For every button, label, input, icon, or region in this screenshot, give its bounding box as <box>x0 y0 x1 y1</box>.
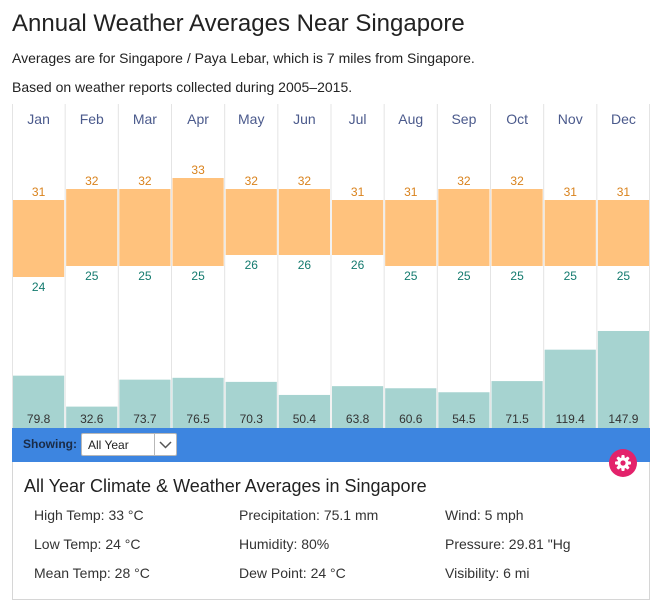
summary-title: All Year Climate & Weather Averages in S… <box>24 476 427 496</box>
period-select[interactable]: All Year <box>81 433 177 456</box>
month-label-may: May <box>238 111 264 127</box>
month-label-nov: Nov <box>558 111 583 127</box>
precip-bar-may <box>225 381 277 428</box>
month-label-jan: Jan <box>27 111 50 127</box>
low-temp-label-oct: 25 <box>510 269 524 283</box>
low-temp-label-mar: 25 <box>138 269 152 283</box>
temp-range-bar-may <box>225 189 277 255</box>
high-temp-label-jan: 31 <box>32 185 46 199</box>
month-label-dec: Dec <box>611 111 636 127</box>
page-title: Annual Weather Averages Near Singapore <box>12 10 465 37</box>
precip-bar-aug <box>385 388 437 428</box>
summary-panel: All Year Climate & Weather Averages in S… <box>12 462 650 600</box>
precip-label-apr: 76.5 <box>186 412 210 426</box>
low-temp-label-jan: 24 <box>32 280 46 294</box>
gear-icon <box>615 455 631 471</box>
low-temp-label-aug: 25 <box>404 269 418 283</box>
low-temp-label-nov: 25 <box>564 269 578 283</box>
stat-mean-temp: Mean Temp: 28 °C <box>34 565 150 581</box>
precip-label-nov: 119.4 <box>556 412 585 426</box>
precip-bar-oct <box>491 381 543 428</box>
precip-bar-apr <box>172 377 224 428</box>
stat-wind: Wind: 5 mph <box>445 507 524 523</box>
precip-bar-feb <box>66 406 118 428</box>
temp-range-bar-feb <box>66 189 118 266</box>
temp-range-bar-sep <box>438 189 490 266</box>
month-label-apr: Apr <box>187 111 209 127</box>
location-note: Averages are for Singapore / Paya Lebar,… <box>12 50 475 66</box>
precip-bar-mar <box>119 379 171 428</box>
temp-range-bar-nov <box>544 200 596 266</box>
temp-range-bar-dec <box>597 200 649 266</box>
month-label-sep: Sep <box>451 111 476 127</box>
high-temp-label-mar: 32 <box>138 174 152 188</box>
chevron-down-icon[interactable] <box>154 434 176 455</box>
precip-label-feb: 32.6 <box>80 412 104 426</box>
temp-range-bar-aug <box>385 200 437 266</box>
precip-label-jun: 50.4 <box>293 412 317 426</box>
stat-high-temp: High Temp: 33 °C <box>34 507 144 523</box>
high-temp-label-dec: 31 <box>617 185 631 199</box>
high-temp-label-may: 32 <box>245 174 259 188</box>
month-label-feb: Feb <box>80 111 104 127</box>
high-temp-label-feb: 32 <box>85 174 99 188</box>
high-temp-label-apr: 33 <box>191 163 205 177</box>
precip-label-may: 70.3 <box>240 412 264 426</box>
month-label-jun: Jun <box>293 111 316 127</box>
showing-label: Showing: <box>23 437 77 451</box>
month-label-oct: Oct <box>506 111 528 127</box>
temp-range-bar-jan <box>13 200 65 277</box>
precip-bar-sep <box>438 392 490 428</box>
precip-label-dec: 147.9 <box>608 412 638 426</box>
precip-label-mar: 73.7 <box>133 412 157 426</box>
month-label-aug: Aug <box>398 111 423 127</box>
precip-label-jan: 79.8 <box>27 412 51 426</box>
precip-bar-nov <box>544 349 596 428</box>
precip-bar-jun <box>278 394 330 428</box>
date-range-note: Based on weather reports collected durin… <box>12 79 353 95</box>
temp-range-bar-apr <box>172 178 224 266</box>
showing-bar: Showing: All Year <box>12 428 650 462</box>
precip-bar-dec <box>597 330 649 428</box>
temp-range-bar-jul <box>332 200 384 255</box>
temp-range-bar-mar <box>119 189 171 266</box>
precip-label-sep: 54.5 <box>452 412 476 426</box>
precip-bar-jul <box>332 386 384 428</box>
low-temp-label-sep: 25 <box>457 269 471 283</box>
month-label-mar: Mar <box>133 111 157 127</box>
stat-low-temp: Low Temp: 24 °C <box>34 536 141 552</box>
high-temp-label-nov: 31 <box>564 185 578 199</box>
temp-range-bar-jun <box>278 189 330 255</box>
high-temp-label-jul: 31 <box>351 185 365 199</box>
low-temp-label-apr: 25 <box>191 269 205 283</box>
precip-label-jul: 63.8 <box>346 412 370 426</box>
high-temp-label-jun: 32 <box>298 174 312 188</box>
low-temp-label-jul: 26 <box>351 258 365 272</box>
stat-visibility: Visibility: 6 mi <box>445 565 530 581</box>
precip-label-aug: 60.6 <box>399 412 423 426</box>
low-temp-label-may: 26 <box>245 258 259 272</box>
stat-pressure: Pressure: 29.81 "Hg <box>445 536 571 552</box>
stat-dew-point: Dew Point: 24 °C <box>239 565 346 581</box>
low-temp-label-feb: 25 <box>85 269 99 283</box>
settings-gear-button[interactable] <box>609 449 637 477</box>
high-temp-label-sep: 32 <box>457 174 471 188</box>
temp-range-bar-oct <box>491 189 543 266</box>
stat-precipitation: Precipitation: 75.1 mm <box>239 507 379 523</box>
low-temp-label-jun: 26 <box>298 258 312 272</box>
stat-humidity: Humidity: 80% <box>239 536 330 552</box>
period-select-value: All Year <box>88 438 129 452</box>
high-temp-label-aug: 31 <box>404 185 418 199</box>
month-label-jul: Jul <box>349 111 367 127</box>
precip-label-oct: 71.5 <box>505 412 529 426</box>
high-temp-label-oct: 32 <box>510 174 524 188</box>
precip-bar-jan <box>13 375 65 428</box>
low-temp-label-dec: 25 <box>617 269 631 283</box>
monthly-averages-chart: Jan 31 24 79.8 Feb 32 25 32.6 Mar 32 25 73.7 Apr 33 25… <box>12 104 650 428</box>
